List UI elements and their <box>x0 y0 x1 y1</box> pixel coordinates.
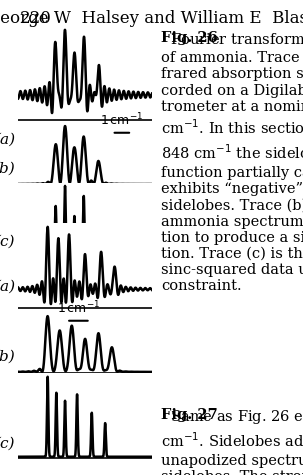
Text: (a): (a) <box>0 279 15 294</box>
Text: $1\,\mathrm{cm}^{-1}$: $1\,\mathrm{cm}^{-1}$ <box>100 112 143 128</box>
Text: George W  Halsey and William E  Blass: George W Halsey and William E Blass <box>0 10 303 27</box>
Text: (b): (b) <box>0 350 15 364</box>
Text: Fig. 26: Fig. 26 <box>161 31 217 45</box>
Text: (c): (c) <box>0 436 15 450</box>
Text: (b): (b) <box>0 162 15 175</box>
Text: Fourier transform spectrum of $v_2$
of ammonia. Trace (a) is a section of the in: Fourier transform spectrum of $v_2$ of a… <box>161 31 303 293</box>
Text: 220: 220 <box>20 10 52 27</box>
Text: Fig. 27: Fig. 27 <box>161 408 217 421</box>
Text: (c): (c) <box>0 235 15 249</box>
Text: Same as Fig. 26 except $\bar{\nu} \approx 828$
cm$^{-1}$. Sidelobes add construc: Same as Fig. 26 except $\bar{\nu} \appro… <box>161 408 303 475</box>
Text: $1\,\mathrm{cm}^{-1}$: $1\,\mathrm{cm}^{-1}$ <box>57 299 100 316</box>
Text: (a): (a) <box>0 133 15 147</box>
